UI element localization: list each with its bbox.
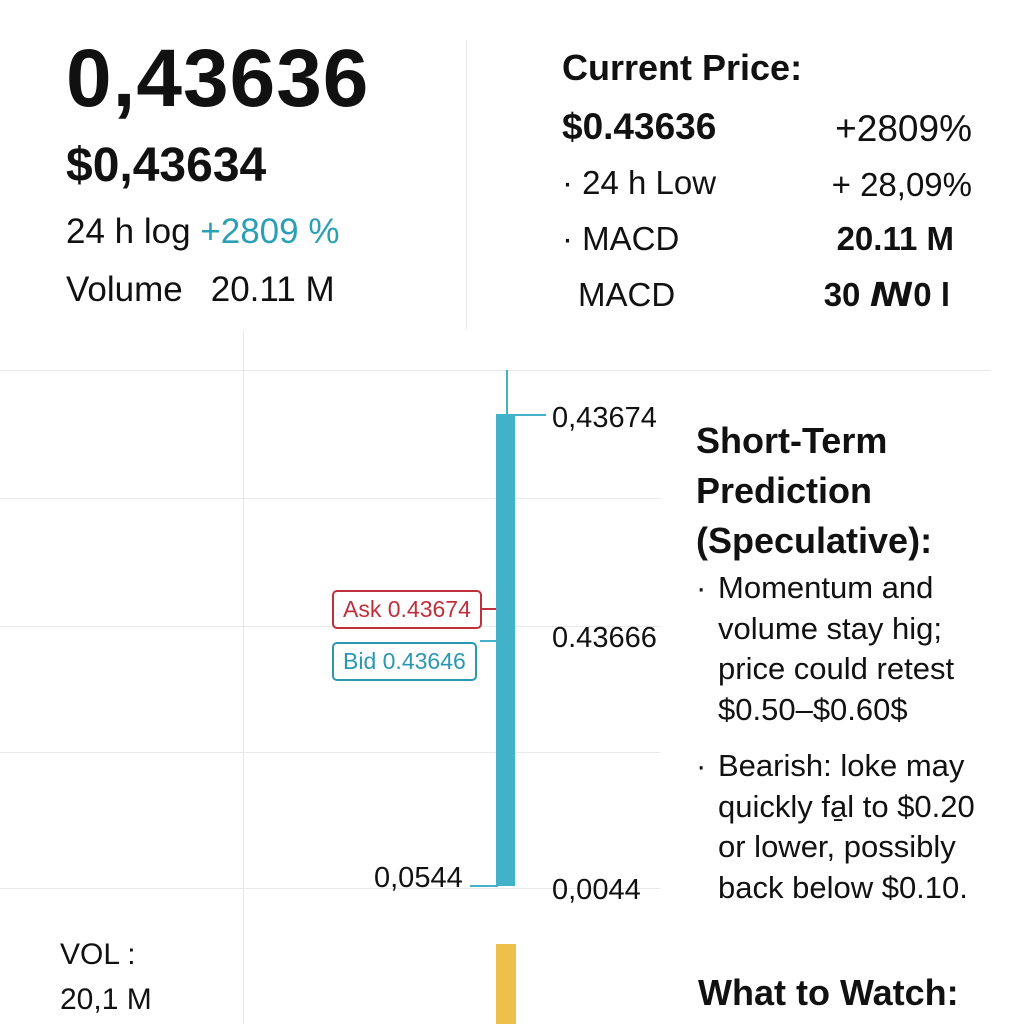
stat-label: · MACD bbox=[562, 220, 680, 257]
grid-vline bbox=[466, 40, 467, 330]
ask-tick bbox=[482, 608, 496, 610]
price-label-open: 0,0544 bbox=[374, 862, 463, 894]
bid-tick bbox=[480, 640, 496, 642]
stat-value: 20.11 M bbox=[836, 220, 954, 257]
volume-row: Volume 20.11 M bbox=[66, 272, 335, 307]
grid-vline bbox=[243, 330, 244, 1024]
stat-value: +2809% bbox=[835, 108, 972, 149]
sub-price: $0,43634 bbox=[66, 139, 267, 192]
price-label-mid: 0.43666 bbox=[552, 622, 657, 654]
volume-bar bbox=[496, 944, 516, 1024]
candle-body bbox=[496, 414, 515, 886]
log-change-label: 24 h log bbox=[66, 212, 191, 251]
prediction-bullet-text: Momentum and volume stay hig; price coul… bbox=[718, 570, 955, 727]
prediction-bullet-text: Bearish: loke may quickly fa̱l to $0.20 … bbox=[718, 748, 975, 905]
candle-wick bbox=[506, 370, 508, 416]
grid-hline bbox=[0, 498, 660, 499]
prediction-bullet: · Momentum and volume stay hig; price co… bbox=[696, 568, 996, 730]
grid-hline bbox=[0, 888, 660, 889]
grid-hline bbox=[0, 626, 660, 627]
volume-value: 20.11 M bbox=[210, 270, 335, 309]
bullet-dot: · bbox=[696, 748, 707, 783]
current-price-title: Current Price: bbox=[562, 47, 803, 88]
prediction-bullet: · Bearish: loke may quickly fa̱l to $0.2… bbox=[696, 746, 996, 908]
high-tick bbox=[514, 414, 546, 416]
bid-tag: Bid 0.43646 bbox=[332, 642, 477, 681]
bullet-dot: · bbox=[696, 570, 707, 605]
grid-hline bbox=[0, 370, 990, 371]
stat-label: · 24 h Low bbox=[562, 164, 717, 201]
ask-tag: Ask 0.43674 bbox=[332, 590, 482, 629]
volume-label: Volume bbox=[66, 270, 183, 309]
vol-label: VOL : bbox=[60, 938, 136, 971]
big-price: 0,43636 bbox=[66, 33, 370, 124]
what-to-watch-title: What to Watch: bbox=[698, 972, 959, 1013]
stat-label: MACD bbox=[578, 276, 676, 313]
grid-hline bbox=[0, 752, 660, 753]
price-label-low: 0,0044 bbox=[552, 874, 641, 906]
prediction-title: Short-Term Prediction (Speculative): bbox=[696, 420, 933, 561]
log-change-value: +2809 % bbox=[200, 212, 340, 251]
stat-label: $0.43636 bbox=[562, 106, 717, 147]
stat-value: 30 ꟿ0 l bbox=[823, 276, 950, 313]
open-tick bbox=[470, 885, 498, 887]
log-change-row: 24 h log +2809 % bbox=[66, 214, 339, 249]
price-label-high: 0,43674 bbox=[552, 402, 657, 434]
stat-value: + 28,09% bbox=[831, 166, 972, 203]
vol-value: 20,1 M bbox=[60, 983, 152, 1016]
